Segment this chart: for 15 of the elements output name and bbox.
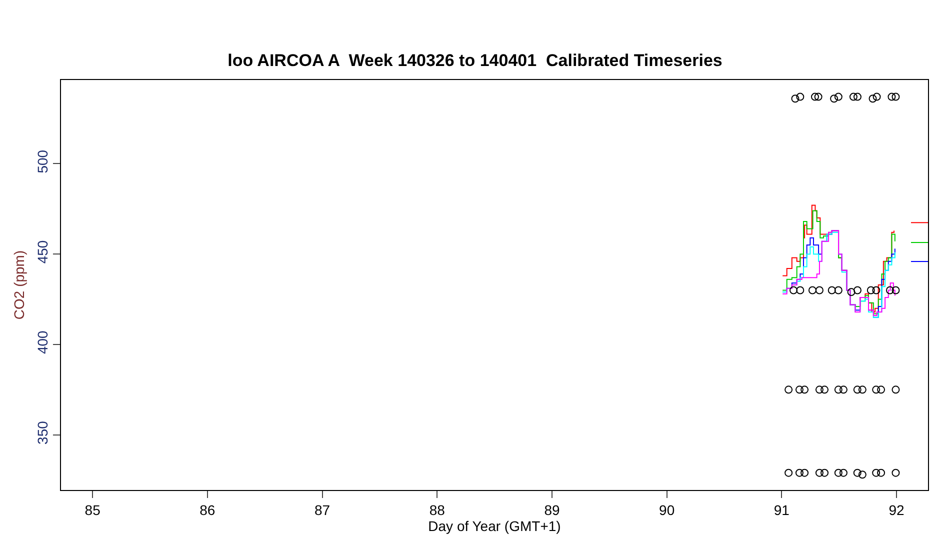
y-tick-label: 500 — [34, 150, 50, 174]
x-tick-label: 86 — [200, 502, 216, 518]
y-tick-label: 350 — [34, 420, 50, 444]
x-axis-title: Day of Year (GMT+1) — [428, 518, 561, 534]
x-tick-label: 87 — [314, 502, 330, 518]
x-tick-label: 88 — [429, 502, 446, 518]
x-tick-label: 91 — [774, 502, 790, 518]
y-tick-label: 400 — [34, 330, 50, 354]
x-tick-label: 85 — [84, 502, 101, 518]
x-tick-label: 90 — [659, 502, 675, 518]
y-tick-label: 450 — [34, 240, 50, 264]
chart-title: loo AIRCOA A Week 140326 to 140401 Calibrated Timeseries — [228, 50, 722, 70]
y-axis-title: CO2 (ppm) — [11, 250, 27, 320]
x-tick-label: 89 — [544, 502, 560, 518]
x-tick-label: 92 — [888, 502, 905, 518]
